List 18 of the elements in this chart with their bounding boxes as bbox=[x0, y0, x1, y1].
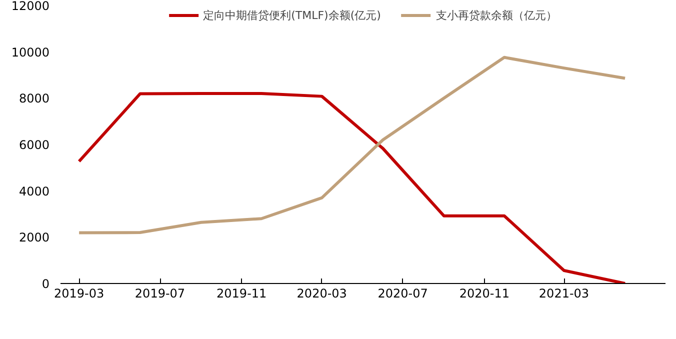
x-tick-label: 2020-03 bbox=[296, 286, 347, 300]
line-series bbox=[78, 56, 627, 234]
y-tick-label: 0 bbox=[42, 277, 50, 291]
x-tick-label: 2020-11 bbox=[459, 286, 510, 300]
x-tick-label: 2019-11 bbox=[216, 286, 267, 300]
x-tick-label: 2019-07 bbox=[134, 286, 186, 300]
y-tick-label: 8000 bbox=[18, 92, 50, 106]
legend-label: 支小再贷款余额（亿元） bbox=[436, 8, 557, 22]
legend-label: 定向中期借贷便利(TMLF)余额(亿元) bbox=[203, 8, 381, 22]
x-tick-label: 2019-03 bbox=[54, 286, 104, 300]
x-tick-label: 2020-07 bbox=[378, 286, 428, 300]
line-series bbox=[78, 92, 627, 284]
y-tick-label: 2000 bbox=[18, 230, 50, 245]
y-tick-label: 12000 bbox=[11, 0, 50, 13]
x-tick-label: 2021-03 bbox=[538, 286, 590, 300]
y-tick-label: 6000 bbox=[18, 138, 50, 152]
y-tick-label: 10000 bbox=[11, 45, 50, 60]
y-tick-label: 4000 bbox=[18, 184, 50, 198]
